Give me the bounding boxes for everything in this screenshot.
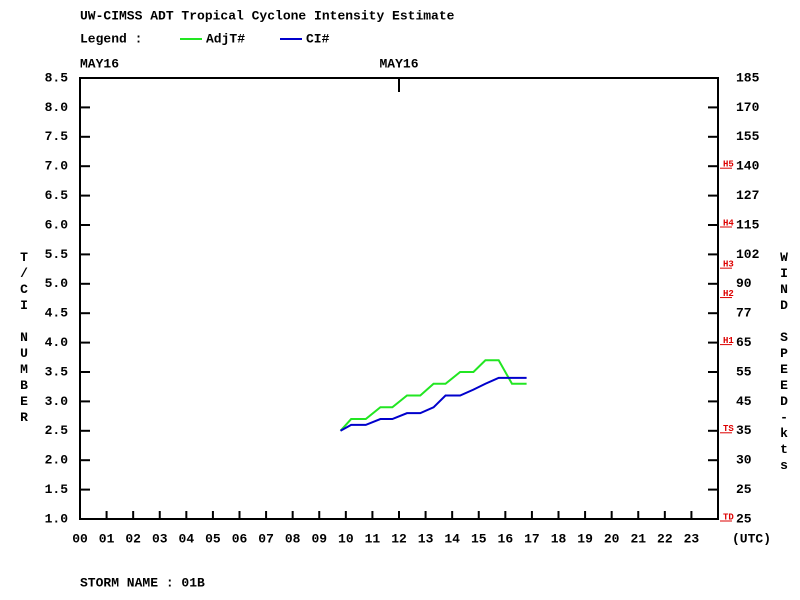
y2-tick-label: 25 [736, 482, 752, 497]
y2-tick-label: 45 [736, 394, 752, 409]
x-tick-label: 20 [604, 531, 620, 546]
y2-tick-label: 155 [736, 129, 760, 144]
y-tick-label: 5.0 [45, 276, 69, 291]
x-tick-label: 16 [498, 531, 514, 546]
x-tick-label: 11 [365, 531, 381, 546]
y2-tick-label: 90 [736, 276, 752, 291]
date-label: MAY16 [80, 56, 119, 71]
x-tick-label: 18 [551, 531, 567, 546]
y-tick-label: 6.5 [45, 188, 69, 203]
x-tick-label: 02 [125, 531, 141, 546]
intensity-label: H2 [723, 289, 734, 299]
x-tick-label: 04 [179, 531, 195, 546]
x-tick-label: 08 [285, 531, 301, 546]
intensity-label: H1 [723, 336, 734, 346]
y2-tick-label: 115 [736, 217, 760, 232]
legend-label: Legend : [80, 31, 142, 46]
y-tick-label: 3.5 [45, 364, 69, 379]
x-tick-label: 03 [152, 531, 168, 546]
x-tick-label: 15 [471, 531, 487, 546]
intensity-label: H5 [723, 160, 734, 170]
y2-tick-label: 25 [736, 511, 752, 526]
x-tick-label: 07 [258, 531, 274, 546]
x-tick-label: 00 [72, 531, 88, 546]
y-tick-label: 4.5 [45, 306, 69, 321]
intensity-label: H3 [723, 260, 734, 270]
y2-tick-label: 127 [736, 188, 759, 203]
y2-tick-label: 77 [736, 306, 752, 321]
y2-tick-label: 30 [736, 453, 752, 468]
y-tick-label: 8.0 [45, 100, 69, 115]
intensity-label: TS [723, 424, 734, 434]
y-tick-label: 3.0 [45, 394, 69, 409]
y-tick-label: 2.0 [45, 453, 69, 468]
x-tick-label: 22 [657, 531, 673, 546]
legend-entry: AdjT# [206, 31, 245, 46]
x-axis-title: (UTC) [732, 531, 771, 546]
series-line [340, 376, 527, 432]
series-line [339, 359, 527, 432]
x-tick-label: 14 [444, 531, 460, 546]
x-tick-label: 09 [311, 531, 327, 546]
y2-tick-label: 55 [736, 364, 752, 379]
y2-axis-title: WIND SPEED-kts [777, 250, 792, 474]
footer: STORM NAME : 01B [80, 575, 205, 590]
intensity-label: TD [723, 512, 734, 522]
y-tick-label: 8.5 [45, 70, 69, 85]
x-tick-label: 17 [524, 531, 540, 546]
y-tick-label: 6.0 [45, 217, 69, 232]
y2-tick-label: 65 [736, 335, 752, 350]
y2-tick-label: 102 [736, 247, 760, 262]
y-tick-label: 1.0 [45, 511, 69, 526]
date-label: MAY16 [379, 56, 418, 71]
x-tick-label: 23 [684, 531, 700, 546]
x-tick-label: 05 [205, 531, 221, 546]
intensity-label: H4 [723, 218, 734, 228]
x-tick-label: 01 [99, 531, 115, 546]
plot-frame [79, 77, 719, 520]
y-tick-label: 2.5 [45, 423, 69, 438]
x-tick-label: 10 [338, 531, 354, 546]
y-axis-title: T/CI NUMBER [17, 250, 32, 426]
legend-entry: CI# [306, 31, 330, 46]
y-tick-label: 7.5 [45, 129, 69, 144]
y-tick-label: 5.5 [45, 247, 69, 262]
y2-tick-label: 185 [736, 70, 760, 85]
y2-tick-label: 140 [736, 159, 760, 174]
x-tick-label: 12 [391, 531, 407, 546]
x-tick-label: 21 [630, 531, 646, 546]
y-tick-label: 4.0 [45, 335, 69, 350]
x-tick-label: 06 [232, 531, 248, 546]
x-tick-label: 13 [418, 531, 434, 546]
x-tick-label: 19 [577, 531, 593, 546]
y-tick-label: 1.5 [45, 482, 69, 497]
y2-tick-label: 35 [736, 423, 752, 438]
chart-title: UW-CIMSS ADT Tropical Cyclone Intensity … [80, 8, 455, 23]
y-tick-label: 7.0 [45, 159, 69, 174]
y2-tick-label: 170 [736, 100, 760, 115]
